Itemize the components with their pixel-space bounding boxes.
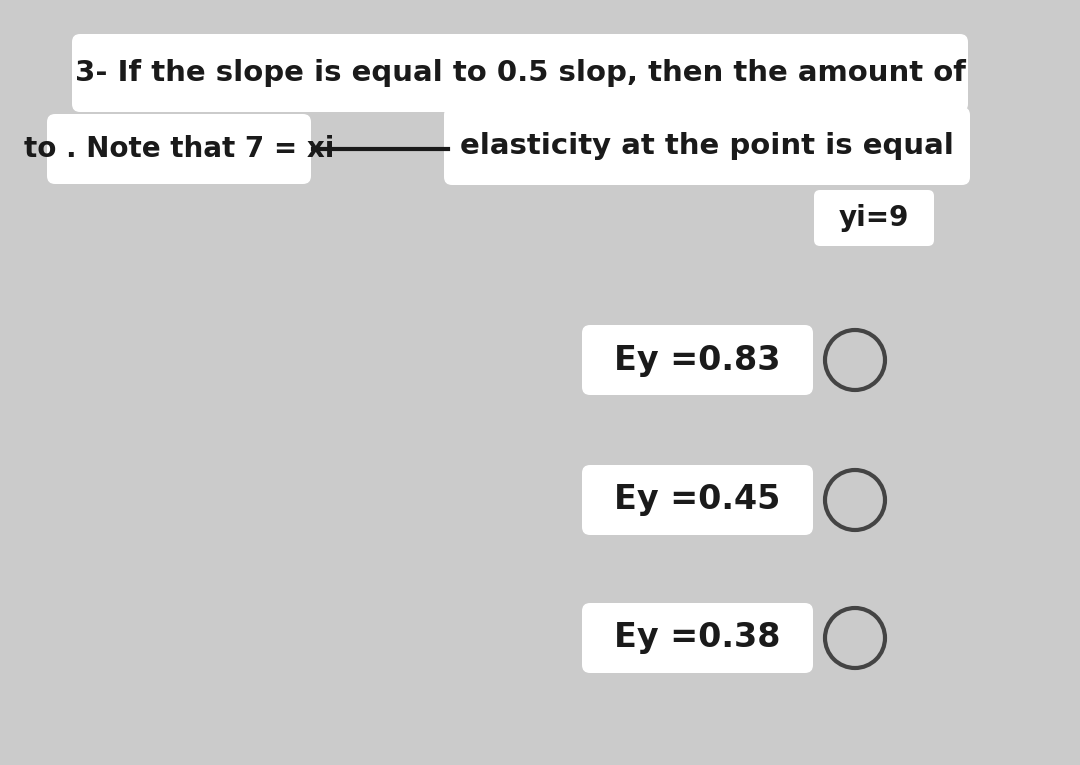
Circle shape xyxy=(825,470,885,530)
FancyBboxPatch shape xyxy=(444,107,970,185)
Text: yi=9: yi=9 xyxy=(839,204,909,232)
FancyBboxPatch shape xyxy=(72,34,968,112)
Text: to . Note that 7 = xi: to . Note that 7 = xi xyxy=(24,135,334,163)
Circle shape xyxy=(825,608,885,668)
FancyBboxPatch shape xyxy=(582,603,813,673)
FancyBboxPatch shape xyxy=(814,190,934,246)
FancyBboxPatch shape xyxy=(48,114,311,184)
Text: elasticity at the point is equal: elasticity at the point is equal xyxy=(460,132,954,160)
Text: Ey =0.83: Ey =0.83 xyxy=(615,343,781,376)
Text: 3- If the slope is equal to 0.5 slop, then the amount of: 3- If the slope is equal to 0.5 slop, th… xyxy=(75,59,966,87)
Circle shape xyxy=(825,330,885,390)
FancyBboxPatch shape xyxy=(582,325,813,395)
FancyBboxPatch shape xyxy=(582,465,813,535)
Text: Ey =0.45: Ey =0.45 xyxy=(615,483,781,516)
Text: Ey =0.38: Ey =0.38 xyxy=(615,621,781,655)
